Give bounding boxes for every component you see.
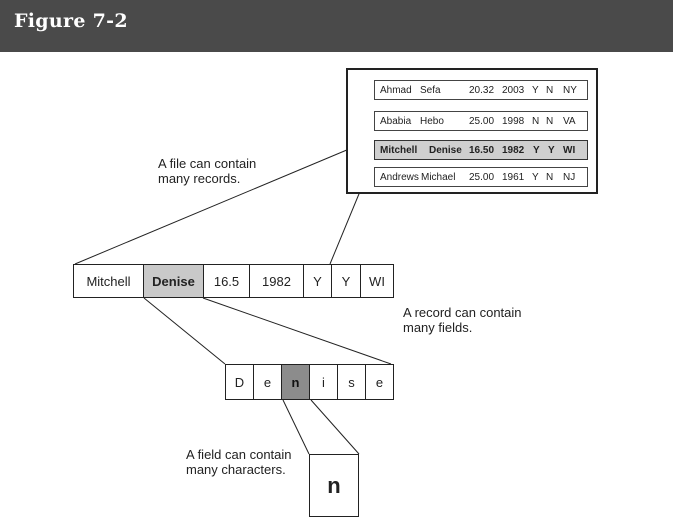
character-box: n bbox=[309, 454, 359, 517]
record-to-field-connector-right bbox=[202, 297, 392, 365]
field-row: D e n i s e bbox=[225, 364, 394, 400]
record-field-cell: Mitchell bbox=[86, 273, 131, 289]
record-amount: 25.00 bbox=[469, 116, 495, 127]
record-caption-line-2: many fields. bbox=[403, 320, 473, 335]
record-flag-1: Y bbox=[532, 85, 539, 96]
record-amount: 25.00 bbox=[469, 172, 495, 183]
record-flag-2: Y bbox=[548, 145, 555, 156]
file-record-row: Ahmad Sefa 20.32 2003 Y N NY bbox=[374, 80, 588, 100]
field-char-cell: s bbox=[337, 365, 365, 399]
record-year: 1998 bbox=[502, 116, 525, 127]
record-amount: 16.50 bbox=[469, 145, 495, 156]
record-year: 2003 bbox=[502, 85, 525, 96]
record-state: NJ bbox=[563, 172, 576, 183]
file-caption-line-2: many records. bbox=[158, 171, 241, 186]
record-first-name: Ababia bbox=[380, 116, 412, 127]
record-to-field-connector-left bbox=[143, 297, 226, 365]
field-caption-line-1: A field can contain bbox=[186, 447, 292, 462]
record-state: VA bbox=[563, 116, 576, 127]
record-field-cell: 1982 bbox=[249, 265, 303, 297]
record-flag-2: N bbox=[546, 116, 554, 127]
field-char-cell: D bbox=[234, 374, 245, 390]
record-state: WI bbox=[563, 145, 576, 156]
record-caption-line-1: A record can contain bbox=[403, 305, 522, 320]
figure-title: Figure 7-2 bbox=[14, 10, 128, 32]
record-last-name: Denise bbox=[429, 145, 462, 156]
field-char-cell: e bbox=[253, 365, 281, 399]
record-field-cell: Y bbox=[303, 265, 331, 297]
record-flag-1: N bbox=[532, 116, 540, 127]
record-caption: A record can contain many fields. bbox=[403, 305, 522, 335]
record-first-name: Ahmad bbox=[380, 85, 412, 96]
record-field-cell: WI bbox=[360, 265, 393, 297]
file-caption-line-1: A file can contain bbox=[158, 156, 257, 171]
record-flag-1: Y bbox=[533, 145, 540, 156]
figure-header: Figure 7-2 bbox=[0, 0, 673, 52]
field-char-cell: e bbox=[365, 365, 393, 399]
record-amount: 20.32 bbox=[469, 85, 495, 96]
file-record-row-highlighted: Mitchell Denise 16.50 1982 Y Y WI bbox=[374, 140, 588, 160]
file-record-row: Andrews Michael 25.00 1961 Y N NJ bbox=[374, 167, 588, 187]
record-field-cell: Y bbox=[331, 265, 360, 297]
record-flag-2: N bbox=[546, 172, 554, 183]
record-field-cell: 16.5 bbox=[203, 265, 249, 297]
record-state: NY bbox=[563, 85, 577, 96]
record-row: Mitchell Denise 16.5 1982 Y Y WI bbox=[73, 264, 394, 298]
record-first-name: Andrews bbox=[380, 172, 419, 183]
record-last-name: Sefa bbox=[420, 85, 441, 96]
file-record-row: Ababia Hebo 25.00 1998 N N VA bbox=[374, 111, 588, 131]
record-flag-1: Y bbox=[532, 172, 539, 183]
record-last-name: Hebo bbox=[420, 116, 444, 127]
field-caption-line-2: many characters. bbox=[186, 462, 286, 477]
record-last-name: Michael bbox=[421, 172, 456, 183]
field-to-char-connector-left bbox=[282, 399, 310, 455]
file-box: Ahmad Sefa 20.32 2003 Y N NY Ababia Hebo… bbox=[346, 68, 598, 194]
field-char-cell: i bbox=[309, 365, 337, 399]
field-to-char-connector-right bbox=[310, 399, 360, 455]
record-year: 1961 bbox=[502, 172, 525, 183]
record-field-cell-highlighted: Denise bbox=[143, 265, 203, 297]
record-year: 1982 bbox=[502, 145, 525, 156]
file-caption: A file can contain many records. bbox=[158, 156, 256, 186]
field-caption: A field can contain many characters. bbox=[186, 447, 292, 477]
record-flag-2: N bbox=[546, 85, 554, 96]
field-char-cell-highlighted: n bbox=[281, 365, 309, 399]
record-first-name: Mitchell bbox=[380, 145, 418, 156]
